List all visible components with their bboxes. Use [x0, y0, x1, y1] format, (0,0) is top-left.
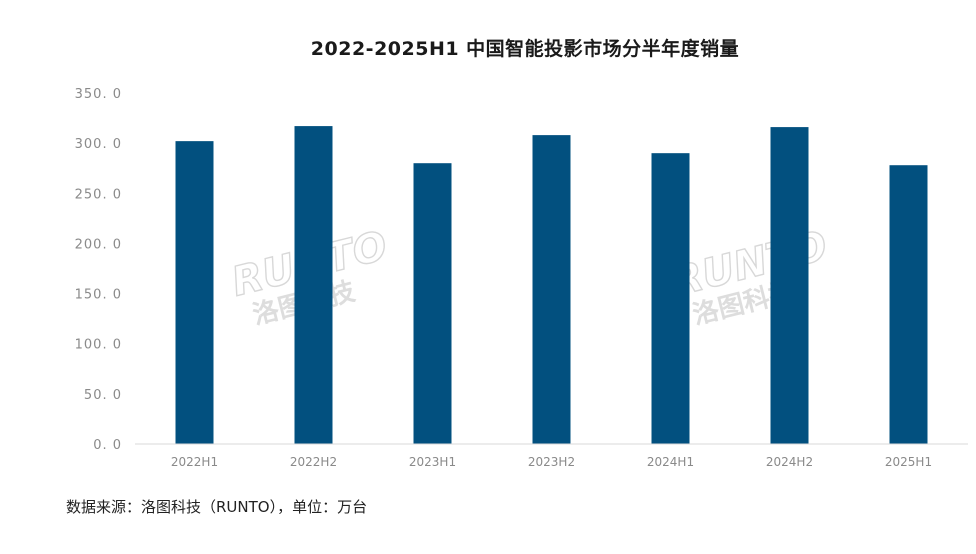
- bar-2025H1: [889, 165, 928, 444]
- x-tick-label: 2022H2: [290, 455, 337, 469]
- x-tick-label: 2023H1: [409, 455, 456, 469]
- bar-2022H1: [175, 141, 214, 444]
- y-tick-label: 50. 0: [84, 388, 122, 403]
- bar-2022H2: [294, 126, 333, 444]
- y-tick-label: 150. 0: [75, 288, 122, 303]
- bar-2024H2: [770, 127, 809, 445]
- y-tick-label: 100. 0: [75, 338, 122, 353]
- y-tick-label: 200. 0: [75, 237, 122, 252]
- source-note: 数据来源：洛图科技（RUNTO），单位：万台: [66, 498, 368, 516]
- bar-2023H2: [532, 135, 571, 444]
- x-tick-label: 2023H2: [528, 455, 575, 469]
- x-axis: 2022H1 2022H2 2023H1 2023H2 2024H1 2024H2 2025…: [171, 455, 932, 469]
- x-tick-label: 2024H1: [647, 455, 694, 469]
- y-tick-label: 350. 0: [75, 87, 122, 102]
- bar-2024H1: [651, 153, 690, 444]
- x-tick-label: 2022H1: [171, 455, 218, 469]
- y-tick-label: 250. 0: [75, 187, 122, 202]
- y-tick-label: 0. 0: [93, 438, 122, 453]
- x-tick-label: 2024H2: [766, 455, 813, 469]
- bar-series: [175, 126, 928, 445]
- x-tick-label: 2025H1: [885, 455, 932, 469]
- chart-title: 2022-2025H1 中国智能投影市场分半年度销量: [310, 38, 740, 60]
- y-axis: 0. 0 50. 0 100. 0 150. 0 200. 0 250. 0 300. 0 3…: [75, 87, 122, 453]
- bar-2023H1: [413, 163, 452, 444]
- y-tick-label: 300. 0: [75, 137, 122, 152]
